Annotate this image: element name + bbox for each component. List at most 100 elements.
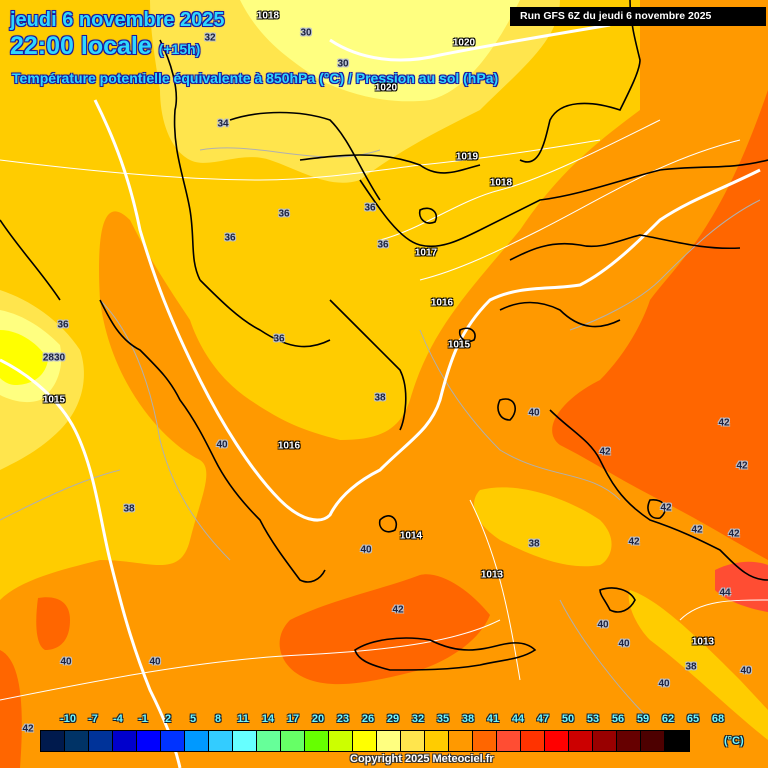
band-41-44 [279, 574, 490, 685]
legend-swatch [161, 731, 185, 751]
legend-swatch [497, 731, 521, 751]
legend-tick-label: 50 [561, 713, 575, 725]
isobar-label: 1013 [480, 569, 504, 581]
band-28-30 [0, 330, 48, 385]
legend-tick-label: 65 [686, 713, 700, 725]
legend-swatch [521, 731, 545, 751]
isobar-label: 1016 [430, 297, 454, 309]
isobar-label: 1014 [399, 530, 423, 542]
forecast-time: 22:00 locale (+15h) [10, 32, 200, 61]
legend-swatch [473, 731, 497, 751]
isotherm-label: 40 [360, 544, 372, 556]
isotherm-label: 40 [149, 656, 161, 668]
legend-tick-label: 59 [636, 713, 650, 725]
legend-swatch [305, 731, 329, 751]
model-run-banner: Run GFS 6Z du jeudi 6 novembre 2025 [510, 7, 766, 26]
legend-tick-label: 47 [536, 713, 550, 725]
legend-tick-label: 41 [486, 713, 500, 725]
isobar-label: 1015 [447, 339, 471, 351]
isotherm-label: 42 [718, 417, 730, 429]
isotherm-label: 42 [599, 446, 611, 458]
legend-swatch [89, 731, 113, 751]
isobar-label: 1019 [455, 151, 479, 163]
legend-tick-label: 32 [411, 713, 425, 725]
legend-swatch [209, 731, 233, 751]
legend-tick-label: -7 [88, 713, 98, 725]
band-41-44 [36, 597, 70, 650]
isotherm-label: 42 [628, 536, 640, 548]
legend-tick-label: 35 [436, 713, 450, 725]
isobar-label: 1020 [452, 37, 476, 49]
legend-tick-label: 2 [164, 713, 172, 725]
legend-swatch [641, 731, 665, 751]
isotherm-label: 44 [719, 587, 731, 599]
forecast-lead-time: (+15h) [158, 41, 201, 57]
isotherm-label: 36 [224, 232, 236, 244]
legend-tick-label: 62 [661, 713, 675, 725]
isobar-label: 1015 [42, 394, 66, 406]
legend-swatch [257, 731, 281, 751]
coastlines [0, 0, 768, 671]
legend-swatch [449, 731, 473, 751]
isobar-label: 1017 [414, 247, 438, 259]
isobar-label: 1020 [374, 82, 398, 94]
legend-tick-label: -10 [60, 713, 76, 725]
legend-swatch [425, 731, 449, 751]
legend-tick-label: 29 [386, 713, 400, 725]
legend-swatch [665, 731, 689, 751]
legend-swatch [353, 731, 377, 751]
color-scale-legend [40, 730, 690, 752]
isotherm-label: 30 [300, 27, 312, 39]
isotherm-label: 36 [278, 208, 290, 220]
isotherm-label: 40 [658, 678, 670, 690]
isobar-label: 1016 [277, 440, 301, 452]
legend-swatch [617, 731, 641, 751]
forecast-time-local: 22:00 locale [10, 32, 152, 60]
legend-tick-label: 26 [361, 713, 375, 725]
isotherm-label: 40 [60, 656, 72, 668]
isotherm-label: 36 [273, 333, 285, 345]
legend-tick-label: 11 [237, 713, 249, 725]
isotherm-label: 42 [691, 524, 703, 536]
legend-swatch [545, 731, 569, 751]
legend-tick-label: -4 [113, 713, 123, 725]
isotherm-label: 38 [528, 538, 540, 550]
legend-swatch [569, 731, 593, 751]
isotherm-label: 40 [216, 439, 228, 451]
band-44-47 [715, 561, 768, 612]
legend-tick-label: 14 [261, 713, 275, 725]
isotherm-label: 36 [377, 239, 389, 251]
parameter-title: Température potentielle équivalente à 85… [12, 70, 499, 86]
legend-swatch [41, 731, 65, 751]
isotherm-label: 38 [685, 661, 697, 673]
isotherm-label: 42 [22, 723, 34, 735]
legend-tick-label: 56 [611, 713, 625, 725]
band-35-38 [0, 0, 640, 600]
isotherm-label: 42 [660, 502, 672, 514]
isotherm-label: 2830 [42, 352, 66, 364]
isotherm-label: 30 [337, 58, 349, 70]
legend-tick-label: 5 [189, 713, 197, 725]
isotherm-label: 40 [528, 407, 540, 419]
legend-tick-label: 20 [311, 713, 325, 725]
isotherm-label: 42 [728, 528, 740, 540]
legend-swatch [113, 731, 137, 751]
band-35-38 [474, 487, 612, 567]
isobar-label: 1018 [489, 177, 513, 189]
isotherm-label: 42 [736, 460, 748, 472]
legend-unit: (°C) [724, 735, 744, 747]
forecast-date: jeudi 6 novembre 2025 [10, 9, 225, 31]
isobars [0, 23, 768, 768]
isotherm-label: 38 [374, 392, 386, 404]
legend-swatch [377, 731, 401, 751]
legend-tick-label: 68 [711, 713, 725, 725]
isobar-label: 1013 [691, 636, 715, 648]
legend-swatch [65, 731, 89, 751]
legend-swatch [329, 731, 353, 751]
legend-swatch [593, 731, 617, 751]
legend-swatch [137, 731, 161, 751]
isotherm-label: 40 [618, 638, 630, 650]
isotherms [0, 147, 761, 721]
legend-tick-label: 53 [586, 713, 600, 725]
